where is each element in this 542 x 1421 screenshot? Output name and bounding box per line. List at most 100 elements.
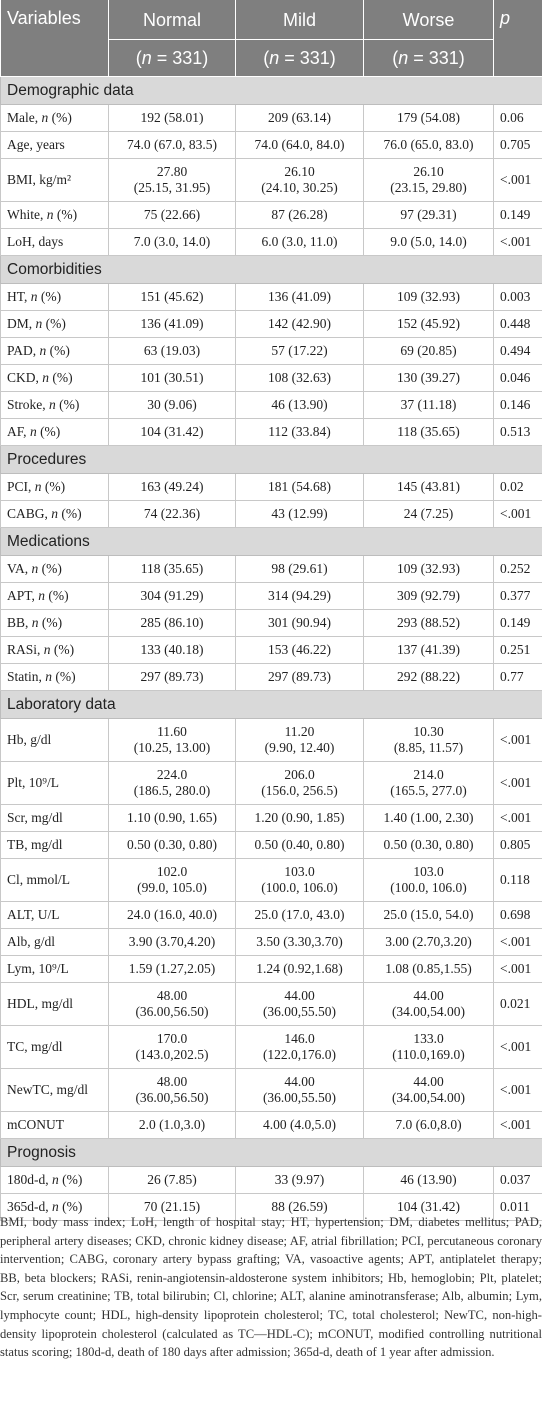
data-row: Statin, n (%) 297 (89.73) 297 (89.73) 292 (… xyxy=(0,663,542,691)
cell-value: 26.10 (24.10, 30.25) xyxy=(235,158,364,202)
data-row: PCI, n (%) 163 (49.24) 181 (54.68) 145 (43.… xyxy=(0,473,542,501)
cell-line: (10.25, 13.00) xyxy=(133,740,211,755)
cell-value: 44.00 (36.00,55.50) xyxy=(235,982,364,1026)
section-title: Demographic data xyxy=(0,76,542,105)
p-value: <.001 xyxy=(493,1111,542,1139)
cell-value: 6.0 (3.0, 11.0) xyxy=(235,228,364,256)
cell-line: (8.85, 11.57) xyxy=(393,740,464,755)
column-header: Mild xyxy=(235,0,364,40)
row-label: Stroke, n (%) xyxy=(0,391,109,419)
section-row: Comorbidities xyxy=(0,255,542,284)
p-value: 0.003 xyxy=(493,283,542,311)
row-label: 180d-d, n (%) xyxy=(0,1166,109,1194)
cell-value: 1.20 (0.90, 1.85) xyxy=(235,804,364,832)
cell-value: 11.20 (9.90, 12.40) xyxy=(235,718,364,762)
p-value: 0.77 xyxy=(493,663,542,691)
p-value: 0.513 xyxy=(493,418,542,446)
row-label: APT, n (%) xyxy=(0,582,109,610)
cell-value: 1.59 (1.27,2.05) xyxy=(108,955,236,983)
cell-value: 74 (22.36) xyxy=(108,500,236,528)
data-row: 365d-d, n (%) 70 (21.15) 88 (26.59) 104 (31… xyxy=(0,1193,542,1221)
data-table: Variables Normal Mild Worse p (n = 331) (n = 3… xyxy=(0,0,542,1221)
cell-line: (25.15, 31.95) xyxy=(133,180,211,195)
p-value: 0.149 xyxy=(493,201,542,229)
row-label: BB, n (%) xyxy=(0,609,109,637)
cell-line: (186.5, 280.0) xyxy=(133,783,211,798)
cell-line: 48.00 xyxy=(156,1074,188,1089)
cell-value: 75 (22.66) xyxy=(108,201,236,229)
row-label: VA, n (%) xyxy=(0,555,109,583)
cell-line: 224.0 xyxy=(156,767,188,782)
cell-value: 142 (42.90) xyxy=(235,310,364,338)
row-label: Statin, n (%) xyxy=(0,663,109,691)
row-label: CABG, n (%) xyxy=(0,500,109,528)
p-value: 0.06 xyxy=(493,104,542,132)
cell-line: (156.0, 256.5) xyxy=(261,783,338,798)
cell-value: 48.00 (36.00,56.50) xyxy=(108,982,236,1026)
cell-line: 27.80 xyxy=(156,164,188,179)
data-row: Stroke, n (%) 30 (9.06) 46 (13.90) 37 (11.1… xyxy=(0,391,542,419)
cell-line: 26.10 xyxy=(413,164,444,179)
row-label: PCI, n (%) xyxy=(0,473,109,501)
row-label: TC, mg/dl xyxy=(0,1025,109,1069)
p-value: 0.805 xyxy=(493,831,542,859)
p-value: <.001 xyxy=(493,761,542,805)
cell-line: 146.0 xyxy=(284,1031,315,1046)
cell-line: 133.0 xyxy=(413,1031,444,1046)
cell-value: 25.0 (17.0, 43.0) xyxy=(235,901,364,929)
cell-value: 192 (58.01) xyxy=(108,104,236,132)
p-value: 0.021 xyxy=(493,982,542,1026)
cell-value: 103.0 (100.0, 106.0) xyxy=(235,858,364,902)
column-header: p xyxy=(493,0,542,77)
row-label: Plt, 10⁹/L xyxy=(0,761,109,805)
row-label: Male, n (%) xyxy=(0,104,109,132)
cell-value: 209 (63.14) xyxy=(235,104,364,132)
cell-line: 44.00 xyxy=(284,988,315,1003)
row-label: ALT, U/L xyxy=(0,901,109,929)
row-label: 365d-d, n (%) xyxy=(0,1193,109,1221)
row-label: NewTC, mg/dl xyxy=(0,1068,109,1112)
cell-value: 97 (29.31) xyxy=(363,201,494,229)
cell-line: 44.00 xyxy=(284,1074,315,1089)
cell-line: 44.00 xyxy=(413,988,444,1003)
p-value: 0.251 xyxy=(493,636,542,664)
cell-value: 285 (86.10) xyxy=(108,609,236,637)
subheader-row: (n = 331) (n = 331) (n = 331) xyxy=(1,39,542,77)
cell-line: (165.5, 277.0) xyxy=(390,783,467,798)
p-value: <.001 xyxy=(493,158,542,202)
data-row: Alb, g/dl 3.90 (3.70,4.20) 3.50 (3.30,3.70… xyxy=(0,928,542,956)
data-row: PAD, n (%) 63 (19.03) 57 (17.22) 69 (20.85)… xyxy=(0,337,542,365)
table-body: Demographic data Male, n (%) 192 (58.01) 20… xyxy=(0,76,542,1221)
cell-value: 46 (13.90) xyxy=(235,391,364,419)
cell-value: 292 (88.22) xyxy=(363,663,494,691)
data-row: Plt, 10⁹/L 224.0 (186.5, 280.0) 206.0 (156.0… xyxy=(0,761,542,805)
data-row: White, n (%) 75 (22.66) 87 (26.28) 97 (29.3… xyxy=(0,201,542,229)
cell-value: 4.00 (4.0,5.0) xyxy=(235,1111,364,1139)
data-row: VA, n (%) 118 (35.65) 98 (29.61) 109 (32.93… xyxy=(0,555,542,583)
cell-value: 11.60 (10.25, 13.00) xyxy=(108,718,236,762)
cell-value: 136 (41.09) xyxy=(235,283,364,311)
cell-value: 70 (21.15) xyxy=(108,1193,236,1221)
cell-line: 103.0 xyxy=(413,864,444,879)
cell-value: 153 (46.22) xyxy=(235,636,364,664)
p-value: 0.146 xyxy=(493,391,542,419)
cell-value: 314 (94.29) xyxy=(235,582,364,610)
p-value: <.001 xyxy=(493,804,542,832)
p-value: 0.698 xyxy=(493,901,542,929)
section-row: Prognosis xyxy=(0,1138,542,1167)
cell-line: 206.0 xyxy=(284,767,315,782)
cell-value: 101 (30.51) xyxy=(108,364,236,392)
data-row: Hb, g/dl 11.60 (10.25, 13.00) 11.20 (9.90, 1… xyxy=(0,718,542,762)
section-title: Prognosis xyxy=(0,1138,542,1167)
cell-value: 44.00 (34.00,54.00) xyxy=(363,1068,494,1112)
cell-line: (122.0,176.0) xyxy=(262,1047,337,1062)
cell-value: 44.00 (34.00,54.00) xyxy=(363,982,494,1026)
row-label: DM, n (%) xyxy=(0,310,109,338)
p-value: <.001 xyxy=(493,718,542,762)
data-row: Male, n (%) 192 (58.01) 209 (63.14) 179 (54… xyxy=(0,104,542,132)
cell-value: 297 (89.73) xyxy=(108,663,236,691)
cell-line: (99.0, 105.0) xyxy=(137,880,207,895)
cell-value: 76.0 (65.0, 83.0) xyxy=(363,131,494,159)
cell-value: 10.30 (8.85, 11.57) xyxy=(363,718,494,762)
row-label: Age, years xyxy=(0,131,109,159)
